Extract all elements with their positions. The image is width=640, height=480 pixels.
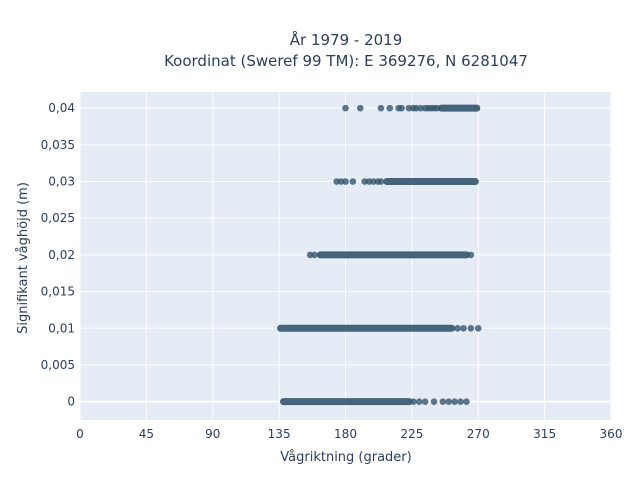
data-point	[463, 398, 470, 405]
data-point	[398, 104, 405, 112]
y-tick-label: 0,02	[48, 248, 75, 262]
chart-title-line-2: Koordinat (Sweref 99 TM): E 369276, N 62…	[164, 52, 528, 70]
data-point	[474, 324, 482, 332]
x-tick-label: 135	[268, 427, 291, 441]
data-point	[356, 104, 364, 112]
chart-title-line-1: År 1979 - 2019	[290, 30, 403, 49]
x-tick-labels: 0 45 90 135 180 225 270 315 360	[76, 427, 622, 441]
x-axis-title: Vågriktning (grader)	[280, 450, 411, 465]
data-point	[349, 178, 357, 185]
data-point	[342, 104, 349, 112]
data-point	[342, 178, 349, 185]
y-tick-labels: 0 0,005 0,01 0,015 0,02 0,025 0,03 0,035 0,04	[41, 101, 75, 409]
data-point	[454, 324, 461, 332]
y-tick-label: 0,005	[41, 358, 75, 372]
y-tick-label: 0,035	[41, 138, 75, 152]
x-tick-label: 270	[467, 427, 490, 441]
x-tick-label: 360	[600, 427, 623, 441]
data-point	[467, 324, 475, 332]
data-point	[433, 104, 441, 112]
y-axis-title: Signifikant våghöjd (m)	[16, 182, 31, 334]
data-point	[377, 104, 385, 112]
data-point	[377, 178, 385, 185]
data-point	[439, 398, 447, 405]
data-point	[430, 398, 438, 405]
y-tick-label: 0	[67, 395, 75, 409]
y-tick-label: 0,015	[41, 285, 75, 299]
data-point	[467, 251, 475, 259]
data-point	[451, 398, 458, 405]
data-point	[410, 398, 417, 405]
data-point	[421, 398, 429, 405]
data-point	[445, 398, 453, 405]
x-tick-label: 90	[205, 427, 220, 441]
x-tick-label: 315	[533, 427, 556, 441]
y-tick-label: 0,04	[48, 101, 75, 115]
x-tick-label: 0	[76, 427, 84, 441]
data-points	[277, 104, 482, 406]
data-point	[415, 398, 423, 405]
data-point	[386, 104, 394, 112]
x-tick-label: 225	[400, 427, 423, 441]
data-point	[460, 324, 467, 332]
data-point	[311, 251, 318, 259]
y-tick-label: 0,01	[48, 321, 75, 335]
x-tick-label: 180	[334, 427, 357, 441]
y-tick-label: 0,025	[41, 211, 75, 225]
x-tick-label: 45	[139, 427, 154, 441]
y-tick-label: 0,03	[48, 175, 75, 189]
data-point	[457, 398, 464, 405]
